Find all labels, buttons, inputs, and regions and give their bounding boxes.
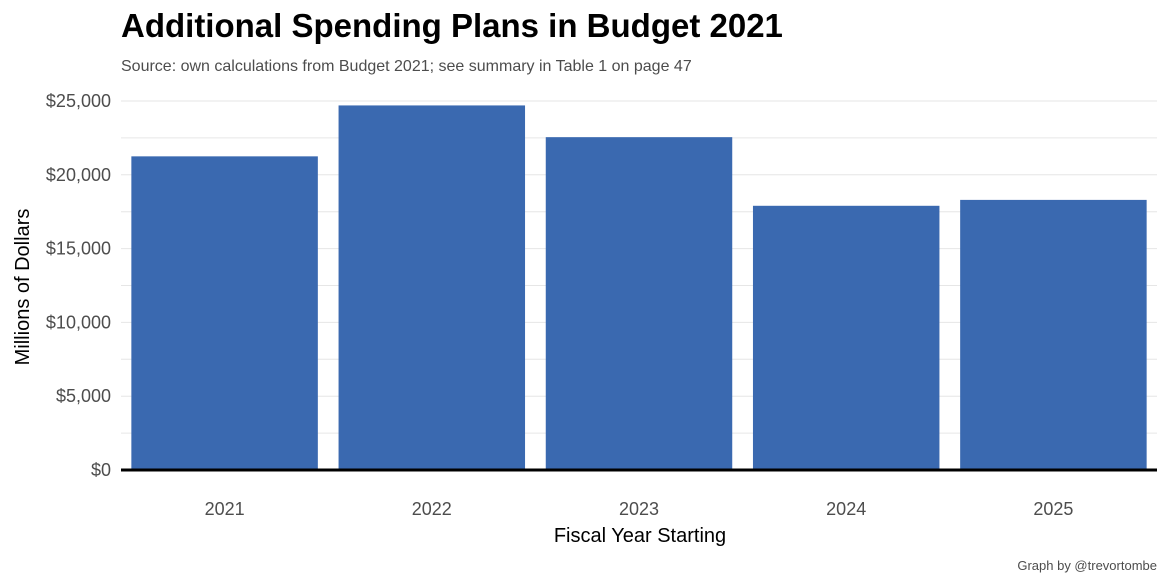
y-tick-label: $5,000 [56,386,111,406]
x-tick-label: 2024 [826,499,866,519]
y-tick-label: $20,000 [46,165,111,185]
bar-2021 [131,156,318,470]
y-tick-label: $25,000 [46,91,111,111]
bar-2025 [960,199,1147,470]
bar-2022 [338,105,526,470]
chart-subtitle: Source: own calculations from Budget 202… [121,58,692,75]
y-axis-title: Millions of Dollars [12,209,34,366]
bar-2024 [752,205,940,470]
x-tick-label: 2022 [412,499,452,519]
bars [131,105,1147,471]
x-tick-label: 2025 [1033,499,1073,519]
x-axis-tick-labels: 2021 2022 2023 2024 2025 [205,499,1074,519]
chart-caption: Graph by @trevortombe [1017,558,1157,573]
x-tick-label: 2021 [205,499,245,519]
y-tick-label: $0 [91,460,111,480]
bar-2023 [545,137,733,471]
x-tick-label: 2023 [619,499,659,519]
x-axis-title: Fiscal Year Starting [554,525,726,547]
y-tick-label: $15,000 [46,239,111,259]
y-axis-tick-labels: $0 $5,000 $10,000 $15,000 $20,000 $25,000 [46,91,111,480]
y-tick-label: $10,000 [46,312,111,332]
chart-title: Additional Spending Plans in Budget 2021 [121,7,783,44]
